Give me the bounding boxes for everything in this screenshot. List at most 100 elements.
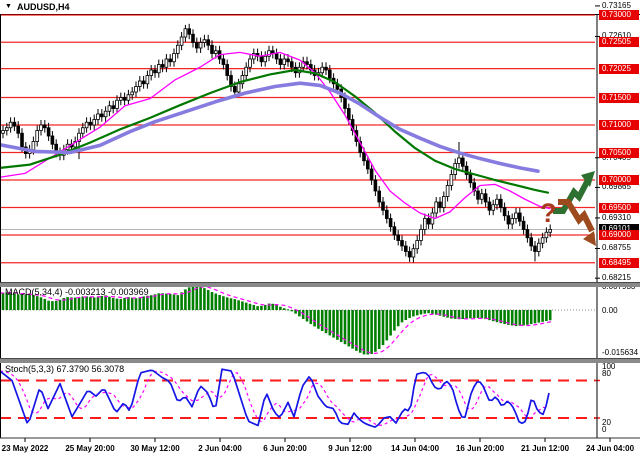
macd-histogram-bar: [256, 306, 259, 310]
macd-histogram-bar: [267, 303, 271, 310]
macd-histogram-bar: [313, 310, 316, 327]
candle-body: [365, 160, 370, 170]
price-level-badge: 0.71000: [599, 120, 639, 130]
candle-body: [544, 231, 549, 239]
candle-body: [232, 86, 237, 93]
macd-histogram-bar: [237, 300, 240, 310]
macd-histogram-bar: [491, 310, 495, 322]
macd-histogram-bar: [370, 310, 373, 354]
candle-body: [449, 174, 454, 186]
macd-histogram-bar: [427, 310, 430, 314]
candle-body: [403, 245, 408, 252]
candle-body: [92, 119, 97, 126]
macd-histogram-bar: [58, 299, 62, 310]
candle-body: [84, 121, 89, 129]
macd-histogram-bar: [168, 293, 172, 310]
macd-histogram-bar: [123, 297, 126, 310]
price-level-badge: 0.72505: [599, 37, 639, 48]
macd-histogram-bar: [339, 310, 343, 343]
macd-histogram-bar: [233, 299, 237, 310]
candle-body: [282, 58, 286, 65]
candle-body: [202, 39, 207, 43]
macd-histogram-bar: [149, 295, 153, 310]
macd-histogram-bar: [127, 297, 130, 310]
stoch-scale-label: 20: [602, 418, 611, 427]
macd-histogram-bar: [499, 310, 503, 324]
candle-body: [179, 36, 184, 46]
candle-body: [506, 215, 511, 225]
macd-histogram-bar: [328, 310, 332, 336]
macd-histogram-bar: [503, 310, 506, 325]
candle-body: [529, 237, 533, 247]
macd-histogram-bar: [138, 297, 142, 310]
candle-body: [187, 28, 192, 35]
candle-body: [172, 53, 176, 63]
candle-body: [12, 121, 17, 127]
macd-histogram-bar: [104, 295, 107, 310]
macd-histogram-bar: [518, 310, 522, 326]
macd-histogram-bar: [355, 310, 358, 351]
macd-histogram-bar: [282, 308, 286, 310]
candle-body: [495, 198, 499, 206]
candle-body: [194, 42, 199, 49]
candle-body: [457, 157, 461, 164]
macd-histogram-bar: [47, 300, 50, 310]
candle-body: [16, 125, 20, 134]
candle-body: [164, 58, 169, 68]
macd-histogram-bar: [24, 294, 28, 310]
macd-histogram-bar: [393, 310, 396, 331]
time-axis-label: 25 May 20:00: [65, 444, 115, 453]
price-axis-label: 0.69865: [602, 182, 631, 192]
candle-body: [434, 201, 438, 214]
candle-body: [96, 113, 100, 120]
macd-histogram-bar: [176, 295, 180, 310]
macd-histogram-bar: [298, 310, 301, 317]
stoch-scale-label: 100: [602, 362, 616, 371]
macd-histogram-bar: [260, 305, 263, 310]
candle-body: [540, 237, 545, 244]
macd-histogram-bar: [415, 310, 419, 316]
macd-indicator-label: MACD(5,34,4) -0.003213 -0.003969: [5, 287, 149, 297]
macd-histogram-bar: [62, 298, 66, 310]
candle-body: [422, 218, 427, 230]
time-axis-label: 14 Jun 04:00: [390, 444, 440, 453]
pane-separator[interactable]: [0, 282, 640, 287]
candle-body: [39, 124, 43, 131]
macd-histogram-bar: [85, 296, 88, 310]
macd-histogram-bar: [77, 297, 81, 310]
candle-body: [320, 66, 324, 74]
candle-body: [122, 97, 127, 101]
candle-body: [289, 61, 294, 68]
candle-body: [369, 168, 374, 181]
trend-up-arrow[interactable]: [553, 178, 591, 214]
candle-body: [149, 69, 154, 76]
candle-body: [183, 28, 188, 38]
macd-histogram-bar: [210, 292, 214, 310]
candle-body: [411, 248, 416, 258]
trend-down-arrow[interactable]: [558, 199, 595, 233]
candle-body: [468, 174, 473, 184]
macd-histogram-bar: [195, 285, 199, 310]
time-axis-label: 30 May 12:00: [130, 444, 180, 453]
macd-histogram-bar: [161, 293, 164, 310]
trend-up-arrowhead[interactable]: [581, 171, 595, 187]
candle-body: [388, 218, 393, 228]
pane-separator[interactable]: [0, 358, 640, 363]
candle-body: [278, 58, 283, 65]
macd-histogram-bar: [225, 297, 229, 310]
symbol-dropdown-icon[interactable]: ▼: [5, 3, 12, 10]
candle-body: [153, 69, 157, 74]
macd-histogram-bar: [157, 293, 161, 310]
candle-body: [396, 234, 400, 241]
question-mark-annotation[interactable]: ?: [540, 198, 557, 228]
macd-histogram-bar: [453, 310, 457, 319]
price-level-badge: 0.69500: [599, 202, 639, 213]
macd-histogram-bar: [100, 295, 104, 310]
macd-histogram-bar: [32, 294, 35, 310]
macd-histogram-bar: [362, 310, 366, 355]
trend-down-arrowhead[interactable]: [583, 231, 596, 246]
candle-body: [384, 209, 389, 219]
price-level-badge: 0.68495: [599, 257, 639, 268]
